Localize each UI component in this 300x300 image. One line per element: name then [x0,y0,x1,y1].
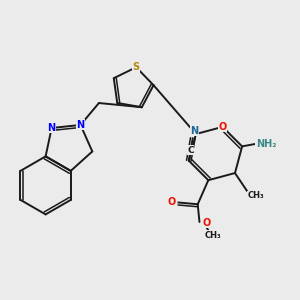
Text: O: O [168,197,176,208]
Text: S: S [133,62,140,72]
Text: O: O [202,218,211,228]
Text: N: N [190,126,198,136]
Text: N: N [48,123,56,133]
Text: C: C [187,146,194,155]
Text: CH₃: CH₃ [205,231,221,240]
Text: NH₂: NH₂ [256,139,276,148]
Text: N: N [76,120,85,130]
Text: CH₃: CH₃ [248,191,265,200]
Text: O: O [218,122,227,132]
